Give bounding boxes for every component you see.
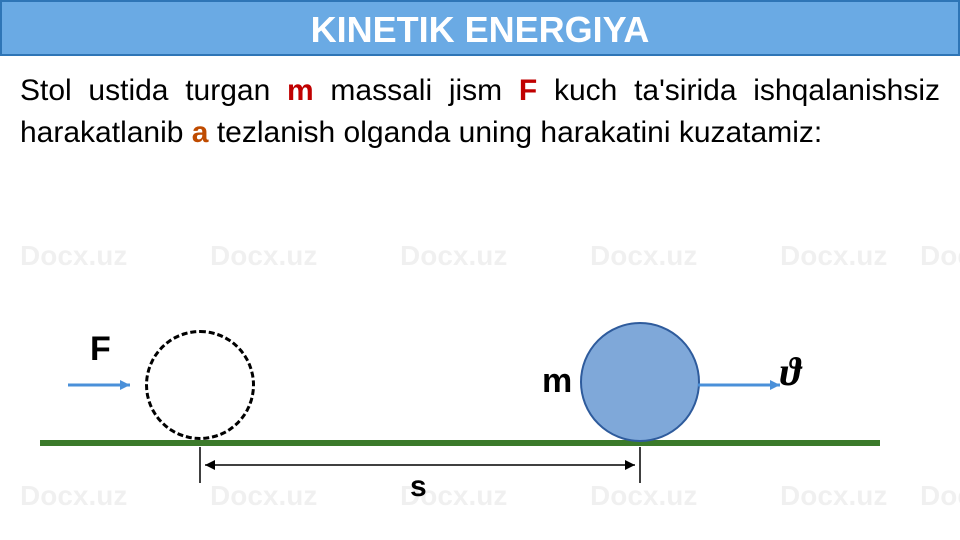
page-title: KINETIK ENERGIYA (0, 0, 960, 56)
physics-diagram: F m ϑ s (40, 290, 920, 510)
text-pre-m: Stol ustida turgan (20, 74, 287, 107)
text-post-m: massali jism (314, 74, 519, 107)
watermark: Docx.uz (780, 240, 887, 272)
variable-f: F (519, 74, 537, 107)
variable-m: m (287, 74, 314, 107)
velocity-label: ϑ (780, 348, 801, 395)
force-label: F (90, 330, 111, 369)
watermark: Docx.uz (400, 240, 507, 272)
watermark: Docx.uz (210, 240, 317, 272)
mass-label: m (542, 362, 572, 401)
watermark: Docx.uz (920, 240, 960, 272)
distance-label: s (410, 470, 427, 504)
watermark: Docx.uz (20, 240, 127, 272)
watermark: Docx.uz (920, 480, 960, 512)
watermark: Docx.uz (590, 240, 697, 272)
text-post-a: tezlanish olganda uning harakatini kuzat… (208, 116, 822, 149)
description-paragraph: Stol ustida turgan m massali jism F kuch… (0, 56, 960, 154)
diagram-arrows (40, 290, 920, 510)
variable-a: a (192, 116, 209, 149)
